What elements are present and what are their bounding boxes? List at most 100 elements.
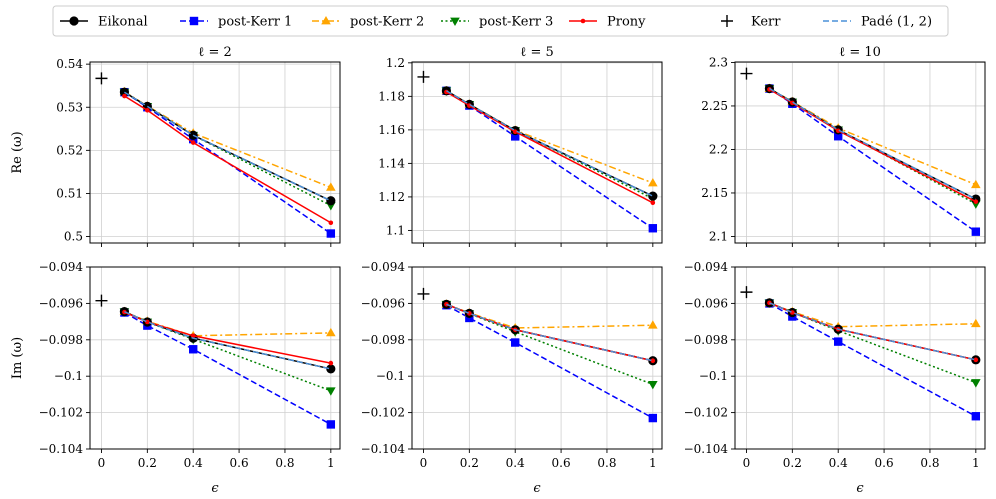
point-post-kerr-1-3 (648, 413, 658, 423)
legend-entry-pad-1-2: Padé (1, 2) (823, 15, 932, 30)
x-axis-label: ϵ (856, 481, 864, 496)
series-prony (122, 93, 334, 226)
point-prony-0 (122, 93, 127, 99)
y-tick-label: −0.094 (684, 260, 729, 274)
line-pad-1-2 (124, 91, 332, 202)
point-prony-3 (650, 200, 656, 206)
point-post-kerr-3-3 (326, 387, 336, 396)
y-tick-label: 0.52 (56, 143, 83, 157)
point-prony-3 (328, 220, 334, 226)
line-post-kerr-2 (446, 90, 654, 184)
series-post-kerr-3 (441, 87, 658, 204)
x-tick-label: 0.4 (829, 456, 848, 470)
y-tick-label: −0.1 (54, 369, 83, 383)
line-eikonal (124, 310, 331, 370)
panel-re-5: 1.1 1.12 1.14 1.16 1.18 1.2 ℓ = 5 (378, 45, 663, 247)
series-post-kerr-2 (441, 85, 658, 187)
point-kerr (417, 70, 430, 83)
axes-frame (734, 266, 986, 450)
series-pad-1-2 (446, 303, 653, 362)
line-prony (124, 311, 331, 364)
x-tick-label: 1 (972, 456, 980, 470)
plot-area (119, 86, 336, 238)
x-axis-label: ϵ (533, 481, 541, 496)
series-kerr (95, 294, 108, 307)
series-prony (122, 309, 334, 366)
series-pad-1-2 (769, 302, 976, 361)
panel-title: ℓ = 10 (839, 45, 881, 60)
line-post-kerr-1 (768, 87, 977, 233)
series-post-kerr-2 (764, 83, 981, 189)
plot-area (441, 85, 658, 233)
point-post-kerr-2-3 (971, 318, 981, 328)
y-tick-label: −0.102 (684, 406, 728, 420)
x-tick-label: 0 (743, 456, 751, 470)
line-post-kerr-3 (124, 91, 332, 207)
panels: 0.50.510.520.530.54ℓ = 2Re (ω)1.11.121.1… (10, 45, 986, 496)
y-tick-label: −0.098 (684, 333, 728, 347)
panel-re-2: 0.5 0.51 0.52 0.53 0.54 ℓ = 2 Re (ω) (10, 45, 341, 247)
series-pad-1-2 (769, 87, 977, 200)
y-tick-label: −0.1 (699, 369, 728, 383)
y-tick-label: −0.096 (361, 296, 405, 310)
x-tick-label: 0 (420, 456, 428, 470)
legend-entry-kerr: Kerr (721, 15, 781, 30)
legend-marker-prony (580, 18, 586, 24)
x-tick-label: 1 (649, 456, 657, 470)
series-kerr (417, 287, 430, 300)
point-eikonal-3 (648, 191, 658, 201)
point-prony-2 (835, 128, 841, 134)
legend-label-prony: Prony (607, 15, 646, 30)
y-tick-label: −0.102 (361, 406, 405, 420)
y-tick-label: 2.25 (701, 99, 728, 113)
line-post-kerr-1 (446, 304, 654, 419)
y-tick-label: 0.51 (56, 186, 83, 200)
y-tick-label: 0.5 (64, 230, 83, 244)
y-tick-label: −0.102 (39, 406, 83, 420)
axes-frame (734, 61, 986, 244)
line-pad-1-2 (769, 302, 976, 361)
y-tick-label: −0.098 (39, 333, 83, 347)
grid (412, 266, 662, 450)
point-post-kerr-1-2 (834, 132, 843, 141)
line-post-kerr-2 (769, 87, 977, 186)
point-post-kerr-3-3 (971, 379, 981, 388)
point-kerr (740, 286, 753, 299)
y-tick-label: −0.1 (376, 369, 405, 383)
legend-entry-post-kerr-2: post-Kerr 2 (312, 15, 424, 30)
x-tick-label: 0.6 (552, 456, 571, 470)
y-tick-label: −0.096 (684, 296, 728, 310)
x-tick-label: 0.2 (460, 456, 479, 470)
line-post-kerr-2 (446, 303, 653, 329)
line-pad-1-2 (124, 310, 331, 370)
line-eikonal (446, 303, 653, 362)
line-pad-1-2 (446, 90, 654, 197)
legend-entry-eikonal: Eikonal (60, 15, 148, 30)
line-prony (124, 95, 332, 224)
series-post-kerr-1 (765, 84, 981, 236)
y-tick-label: −0.104 (361, 442, 406, 456)
point-kerr (417, 287, 430, 300)
point-kerr (740, 67, 753, 80)
y-tick-label: 1.16 (378, 123, 405, 137)
point-prony-0 (767, 87, 772, 92)
point-post-kerr-2-3 (648, 320, 658, 329)
panel-im-2: −0.104 −0.102 −0.1 −0.098 −0.096 −0.094 0 0.2 0.… (10, 260, 341, 496)
line-post-kerr-2 (124, 91, 332, 189)
series-kerr (740, 286, 753, 299)
panel-title: ℓ = 5 (520, 45, 554, 60)
line-pad-1-2 (446, 303, 653, 362)
grid (735, 266, 985, 450)
series-eikonal (119, 306, 336, 374)
legend-label-post-kerr-1: post-Kerr 1 (218, 15, 292, 30)
y-tick-label: −0.104 (39, 442, 84, 456)
line-post-kerr-3 (446, 90, 654, 200)
line-prony (446, 303, 653, 362)
point-post-kerr-1-3 (971, 412, 981, 421)
panel-re-10: 2.1 2.15 2.2 2.25 2.3 ℓ = 10 (701, 45, 986, 247)
point-post-kerr-2-3 (648, 178, 658, 187)
series-pad-1-2 (124, 310, 331, 370)
x-tick-label: 0 (98, 456, 106, 470)
x-axis-label: ϵ (211, 481, 219, 496)
line-eikonal (769, 302, 976, 361)
